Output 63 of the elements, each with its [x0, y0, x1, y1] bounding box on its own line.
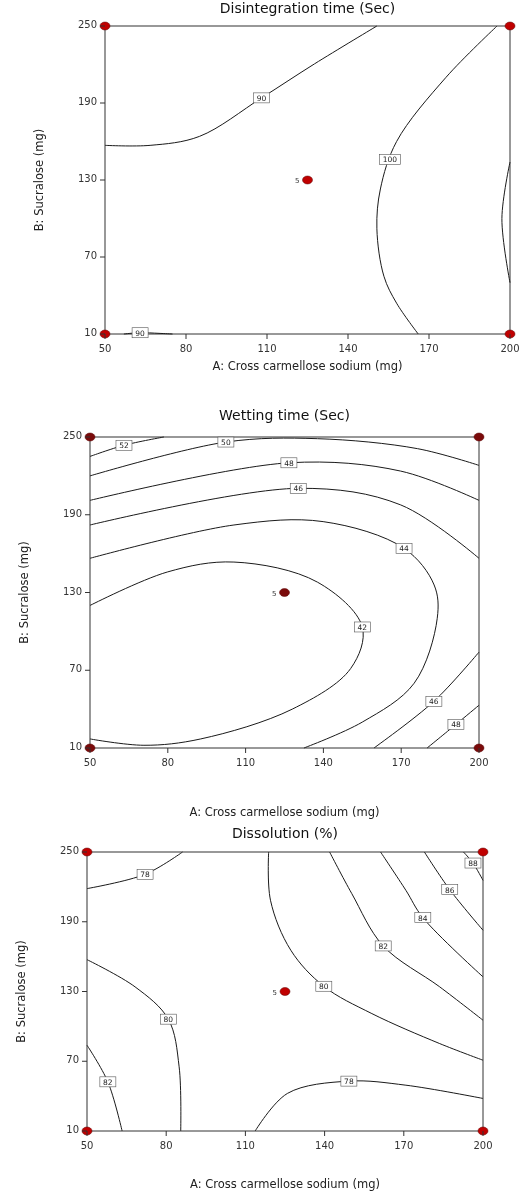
x-tick-label: 80 [179, 343, 193, 354]
y-tick-label: 130 [62, 585, 82, 597]
y-tick-label: 130 [59, 984, 79, 996]
point [473, 432, 485, 442]
x-tick-label: 170 [419, 343, 439, 354]
y-tick-label: 250 [77, 19, 97, 30]
point [504, 21, 516, 31]
x-tick-label: 170 [391, 757, 411, 768]
x-tick-label: 50 [98, 343, 112, 354]
y-axis-title: B: Sucralose (mg) [17, 541, 31, 644]
x-tick-label: 110 [236, 757, 256, 768]
point [81, 847, 93, 857]
point [504, 329, 516, 339]
x-tick-label: 140 [315, 1140, 335, 1151]
x-tick-label: 140 [313, 757, 333, 768]
point [279, 588, 290, 597]
chart-title: Disintegration time (Sec) [219, 0, 396, 16]
y-tick-label: 70 [84, 250, 97, 261]
chart-title: Dissolution (%) [231, 825, 339, 841]
line-series [86, 959, 182, 1132]
x-axis-title: A: Cross carmellose sodium (mg) [190, 1177, 380, 1191]
y-tick-label: 250 [62, 430, 82, 441]
y-axis-title: B: Sucralose (mg) [14, 940, 28, 1043]
line-series [104, 25, 378, 147]
x-tick-label: 200 [469, 757, 489, 768]
y-tick-label: 250 [59, 845, 79, 856]
line-series [329, 851, 484, 1021]
x-tick-label: 140 [338, 343, 358, 354]
x-tick-label: 80 [161, 757, 175, 768]
chart-title: Wetting time (Sec) [219, 407, 350, 423]
x-tick-label: 110 [235, 1140, 255, 1151]
y-axis-title: B: Sucralose (mg) [32, 128, 46, 232]
point [84, 743, 96, 753]
y-tick-label: 190 [59, 914, 79, 926]
point [477, 1126, 489, 1136]
point [279, 987, 291, 996]
x-axis-title: A: Cross carmellose sodium (mg) [189, 805, 380, 819]
y-tick-label: 190 [62, 507, 82, 519]
x-tick-label: 170 [394, 1140, 414, 1151]
point [99, 21, 111, 31]
x-axis-title: A: Cross carmellose sodium (mg) [212, 359, 403, 373]
y-tick-label: 70 [66, 1054, 79, 1066]
x-tick-label: 50 [83, 757, 97, 768]
x-tick-label: 80 [159, 1140, 173, 1151]
line-series [376, 25, 498, 335]
y-tick-label: 10 [66, 1124, 79, 1135]
point [302, 175, 313, 185]
y-tick-label: 10 [84, 327, 97, 338]
point [81, 1126, 93, 1136]
line-series [380, 851, 484, 978]
point [477, 847, 489, 857]
x-tick-label: 200 [473, 1140, 493, 1151]
y-tick-label: 130 [77, 173, 97, 184]
y-tick-label: 70 [69, 663, 82, 675]
x-tick-label: 110 [257, 343, 277, 354]
y-tick-label: 190 [77, 96, 97, 107]
x-tick-label: 200 [500, 343, 520, 354]
point [84, 432, 96, 442]
x-tick-label: 50 [80, 1140, 94, 1151]
point [99, 329, 111, 339]
line-series [267, 851, 484, 1061]
y-tick-label: 10 [69, 741, 82, 752]
point [473, 743, 485, 753]
